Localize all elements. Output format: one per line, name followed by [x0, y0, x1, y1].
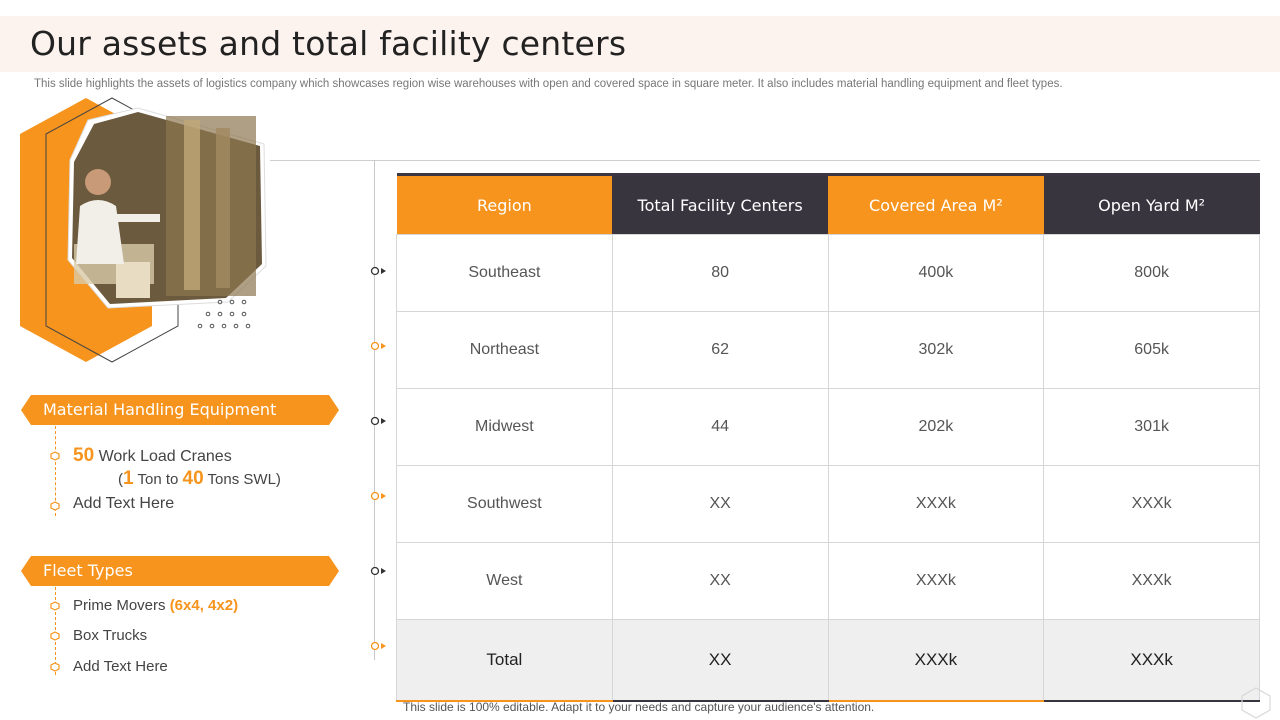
capacity-max: 40 — [182, 468, 204, 489]
table-header-row: Region Total Facility Centers Covered Ar… — [396, 173, 1260, 235]
header-open-yard: Open Yard M² — [1043, 173, 1260, 235]
footer-note: This slide is 100% editable. Adapt it to… — [403, 700, 875, 714]
total-facility-centers: XX — [611, 619, 829, 702]
table-cell: Southwest — [396, 465, 613, 543]
decorative-dots — [197, 299, 251, 329]
table-cell: 301k — [1043, 388, 1260, 466]
header-total-facility-centers: Total Facility Centers — [612, 173, 828, 235]
table-cell: 800k — [1043, 234, 1260, 312]
table-row: Northeast 62 302k 605k — [396, 311, 1260, 389]
table-cell: 605k — [1043, 311, 1260, 389]
material-handling-heading: Material Handling Equipment — [21, 395, 339, 425]
corner-hexagon-icon — [1241, 687, 1271, 719]
bullet-hexagon-icon — [50, 662, 60, 672]
material-add-text: Add Text Here — [73, 495, 175, 512]
total-covered-area: XXXk — [827, 619, 1045, 702]
capacity-open: ( — [118, 471, 123, 488]
table-cell: Northeast — [396, 311, 613, 389]
bullet-hexagon-icon — [50, 501, 60, 511]
prime-movers-item: Prime Movers (6x4, 4x2) — [73, 597, 238, 614]
bullet-hexagon-icon — [50, 601, 60, 611]
cranes-item: 50 Work Load Cranes — [73, 445, 232, 467]
table-cell: 202k — [827, 388, 1045, 466]
facility-table: Region Total Facility Centers Covered Ar… — [396, 173, 1260, 702]
bullet-hexagon-icon — [50, 631, 60, 641]
table-cell: XX — [611, 542, 829, 620]
table-cell: 400k — [827, 234, 1045, 312]
table-row: Southwest XX XXXk XXXk — [396, 465, 1260, 543]
timeline-marker-dark-icon — [370, 566, 386, 576]
timeline-line — [374, 160, 375, 660]
table-cell: XXXk — [827, 465, 1045, 543]
page-subtitle: This slide highlights the assets of logi… — [34, 78, 1063, 90]
fleet-dashed-line — [55, 587, 56, 675]
bullet-hexagon-icon — [50, 451, 60, 461]
cranes-capacity: (1 Ton to 40 Tons SWL) — [118, 468, 281, 490]
table-cell: West — [396, 542, 613, 620]
table-cell: Southeast — [396, 234, 613, 312]
table-cell: 62 — [611, 311, 829, 389]
table-row: Southeast 80 400k 800k — [396, 234, 1260, 312]
table-cell: XXXk — [1043, 465, 1260, 543]
timeline-marker-orange-icon — [370, 341, 386, 351]
prime-movers-label: Prime Movers — [73, 597, 170, 614]
timeline-marker-dark-icon — [370, 416, 386, 426]
divider-line — [270, 160, 1260, 161]
header-region: Region — [396, 173, 613, 235]
warehouse-worker-photo — [20, 97, 267, 363]
hexagon-photo-graphic — [16, 94, 276, 366]
fleet-types-heading: Fleet Types — [21, 556, 339, 586]
material-dashed-line — [55, 426, 56, 516]
capacity-min: 1 — [123, 468, 134, 489]
table-row: Midwest 44 202k 301k — [396, 388, 1260, 466]
timeline-marker-dark-icon — [370, 266, 386, 276]
table-cell: XXXk — [1043, 542, 1260, 620]
capacity-end: Tons SWL) — [203, 471, 281, 488]
table-cell: 302k — [827, 311, 1045, 389]
total-open-yard: XXXk — [1043, 619, 1260, 702]
header-band — [0, 16, 1280, 72]
table-cell: XXXk — [827, 542, 1045, 620]
table-cell: XX — [611, 465, 829, 543]
cranes-count: 50 — [73, 445, 95, 466]
page-title: Our assets and total facility centers — [30, 24, 627, 63]
table-cell: 44 — [611, 388, 829, 466]
box-trucks-item: Box Trucks — [73, 627, 148, 644]
table-row: West XX XXXk XXXk — [396, 542, 1260, 620]
prime-movers-config: (6x4, 4x2) — [169, 597, 239, 614]
total-label: Total — [396, 619, 613, 702]
fleet-add-text: Add Text Here — [73, 658, 168, 675]
cranes-label: Work Load Cranes — [94, 448, 232, 465]
header-covered-area: Covered Area M² — [828, 173, 1044, 235]
timeline-marker-orange-icon — [370, 641, 386, 651]
capacity-mid: Ton to — [133, 471, 183, 488]
table-total-row: Total XX XXXk XXXk — [396, 619, 1260, 702]
timeline-marker-orange-icon — [370, 491, 386, 501]
table-cell: 80 — [611, 234, 829, 312]
table-cell: Midwest — [396, 388, 613, 466]
